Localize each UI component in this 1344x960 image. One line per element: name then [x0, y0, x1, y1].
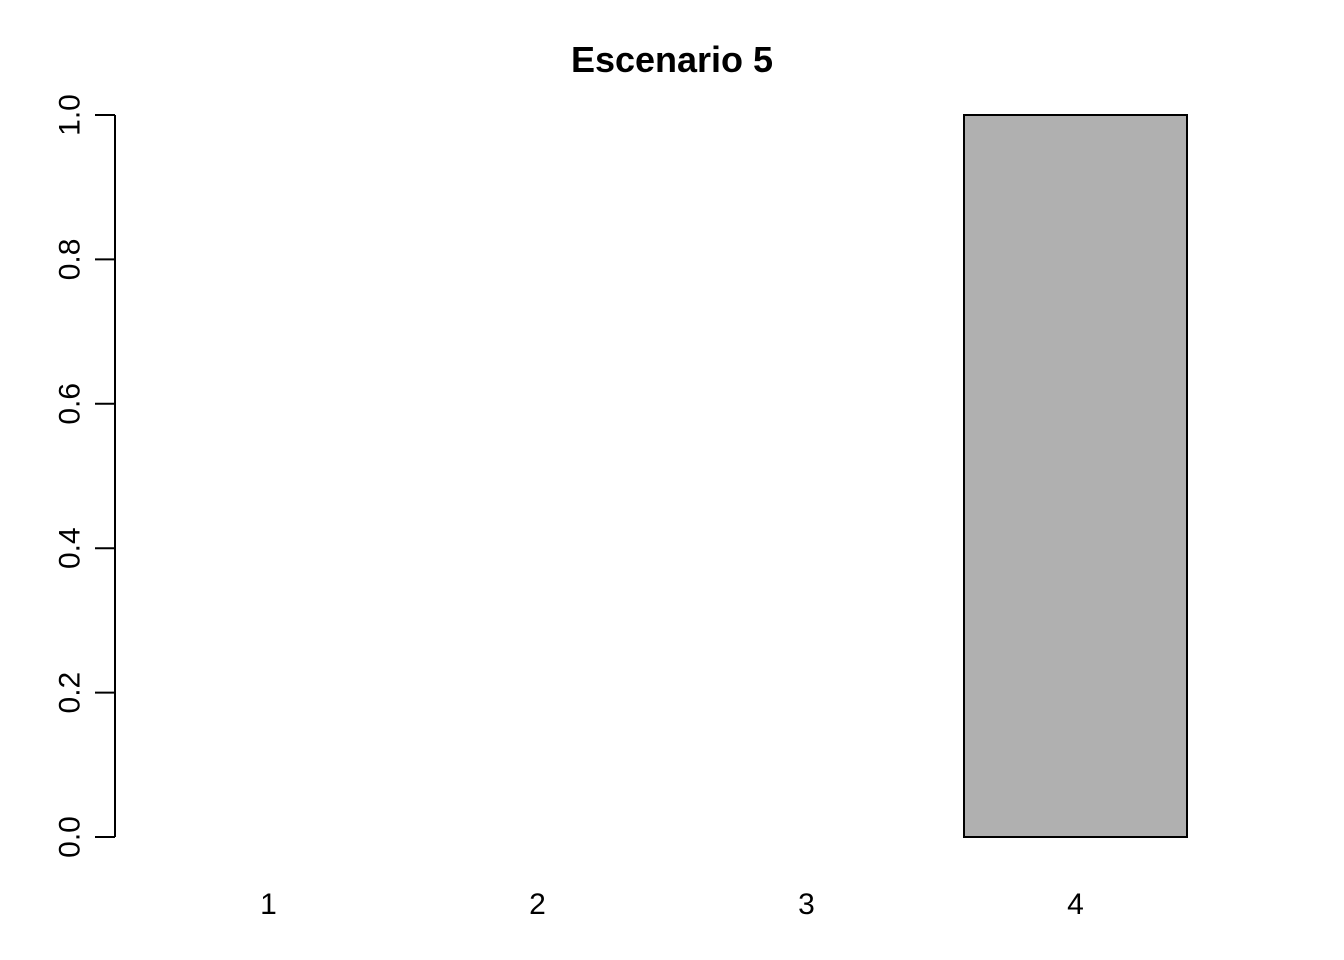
bar-4 [963, 114, 1188, 838]
y-tick-label: 0.8 [54, 239, 87, 281]
chart-title: Escenario 5 [571, 39, 773, 80]
y-tick-label: 1.0 [54, 94, 87, 136]
bars [963, 114, 1188, 838]
y-axis: 0.0 0.2 0.4 0.6 0.8 1.0 [54, 94, 116, 858]
x-tick-label: 2 [529, 888, 546, 921]
y-tick-label: 0.6 [54, 383, 87, 425]
y-tick-label: 0.0 [54, 816, 87, 858]
y-tick-label: 0.2 [54, 672, 87, 714]
y-tick-label: 0.4 [54, 527, 87, 569]
x-tick-label: 1 [260, 888, 277, 921]
x-tick-label: 3 [798, 888, 815, 921]
x-tick-label: 4 [1067, 888, 1084, 921]
x-axis-labels: 1 2 3 4 [260, 888, 1084, 921]
